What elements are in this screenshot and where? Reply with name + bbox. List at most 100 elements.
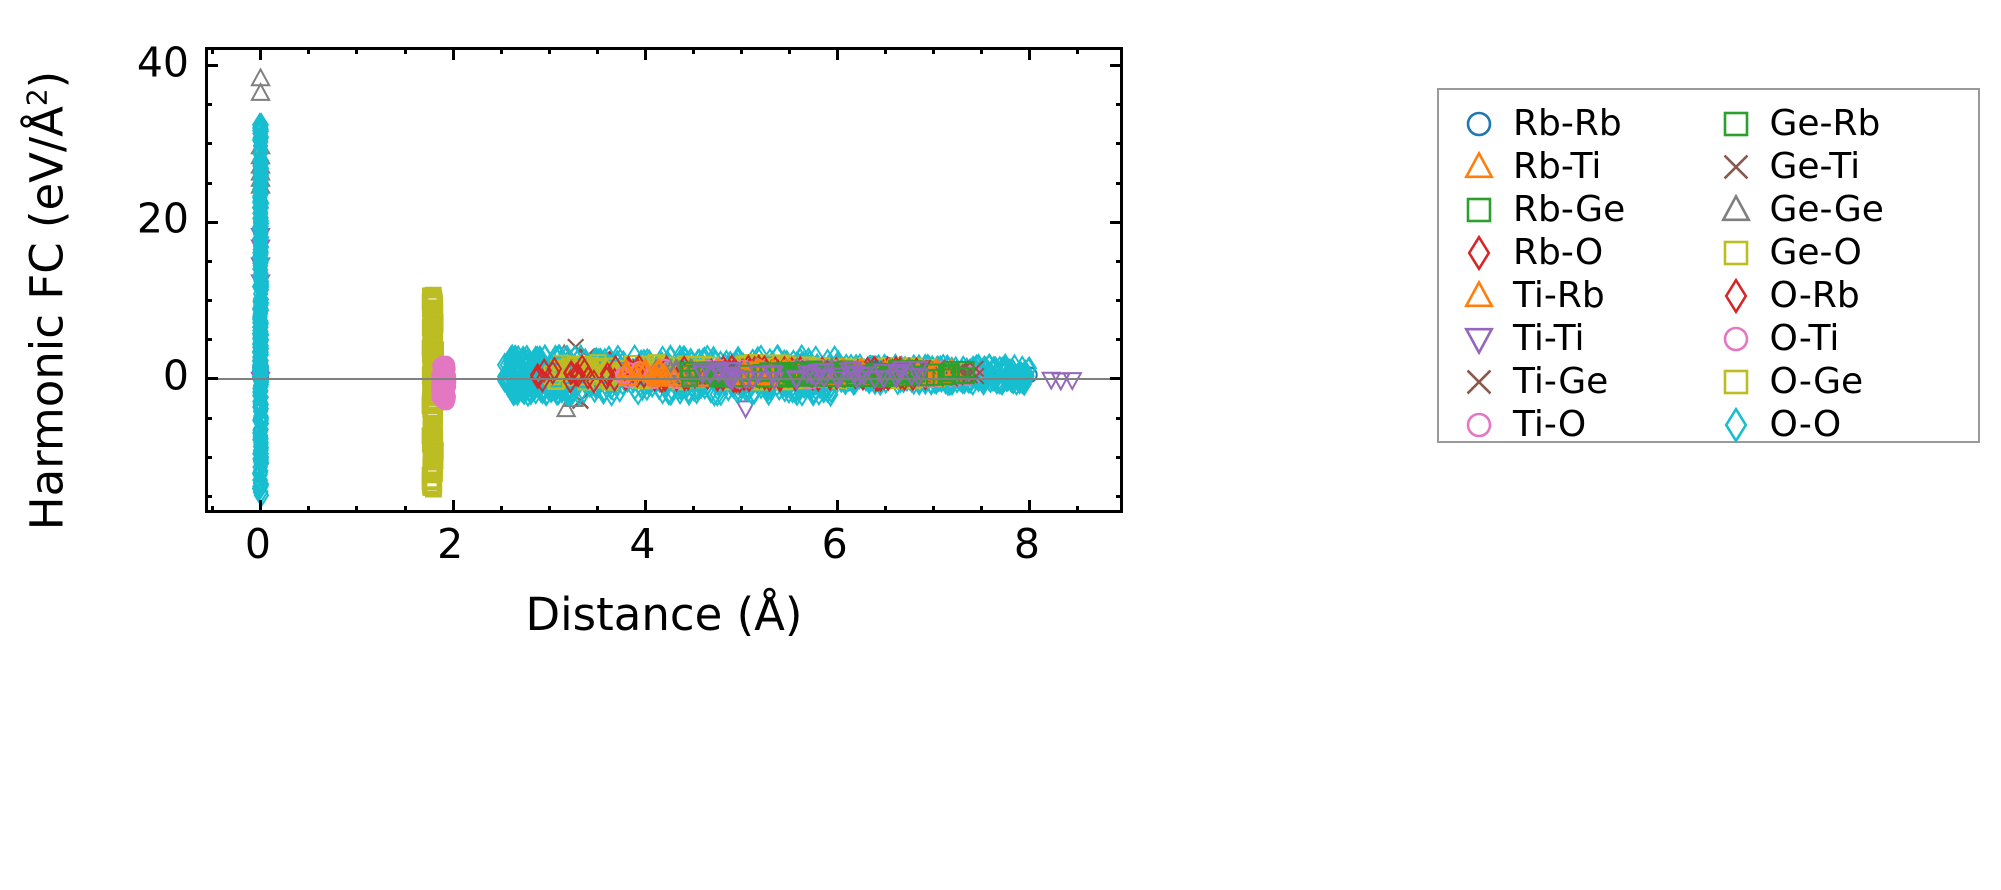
x-tick-top-minor <box>1076 50 1080 54</box>
legend-item-ge-ge[interactable]: Ge-Ge <box>1716 188 1969 231</box>
circle-icon <box>1716 319 1756 359</box>
y-tick-right-minor <box>1116 181 1120 185</box>
legend-item-rb-ti[interactable]: Rb-Ti <box>1459 145 1712 188</box>
y-axis-label: Harmonic FC (eV/Å2) <box>21 68 74 534</box>
legend-item-ge-o[interactable]: Ge-O <box>1716 231 1969 274</box>
x-tick-major <box>643 500 647 510</box>
y-tick-minor <box>208 103 212 107</box>
legend-item-ge-rb[interactable]: Ge-Rb <box>1716 102 1969 145</box>
x-tick-major <box>1028 500 1032 510</box>
legend-item-o-ti[interactable]: O-Ti <box>1716 317 1969 360</box>
x-tick-label: 0 <box>244 520 271 568</box>
x-tick-label: 4 <box>629 520 656 568</box>
legend-label: Ti-Ge <box>1513 360 1609 402</box>
square-icon <box>1716 233 1756 273</box>
x-tick-minor <box>547 506 551 510</box>
y-tick-right-minor <box>1116 455 1120 459</box>
legend-label: Ti-Ti <box>1513 317 1585 359</box>
zero-reference-line <box>208 377 1120 380</box>
x-tick-top-minor <box>788 50 792 54</box>
x-tick-minor <box>1076 506 1080 510</box>
legend-label: Ge-Ti <box>1769 145 1861 187</box>
x-tick-top-minor <box>211 50 215 54</box>
series-o-o-cluster <box>251 112 270 508</box>
legend-item-ti-ti[interactable]: Ti-Ti <box>1459 317 1712 360</box>
x-axis-label: Distance (Å) <box>525 588 803 641</box>
x-tick-minor <box>403 506 407 510</box>
x-tick-minor <box>980 506 984 510</box>
y-tick-minor <box>208 338 212 342</box>
legend-label: Ge-Rb <box>1769 102 1881 144</box>
circle-icon <box>1459 104 1499 144</box>
square-icon <box>1716 104 1756 144</box>
y-tick-minor <box>208 259 212 263</box>
legend-label: Rb-Rb <box>1513 102 1622 144</box>
y-tick-minor <box>208 299 212 303</box>
x-tick-top-minor <box>932 50 936 54</box>
x-tick-top-minor <box>884 50 888 54</box>
x-tick-minor <box>884 506 888 510</box>
y-tick-right-minor <box>1116 142 1120 146</box>
series-ti-o-cluster <box>431 357 455 408</box>
legend: Rb-Rb Ge-Rb Rb-Ti Ge-Ti Rb-Ge Ge-Ge Rb-O Ge-O Ti… <box>1437 88 1980 443</box>
y-tick-right-minor <box>1116 259 1120 263</box>
y-tick-right-major <box>1110 220 1120 224</box>
x-tick-top-minor <box>403 50 407 54</box>
triangle-down-icon <box>1459 319 1499 359</box>
scatter-data-layer <box>250 67 1083 508</box>
diamond-icon <box>1459 233 1499 273</box>
x-tick-label: 8 <box>1013 520 1040 568</box>
y-axis-label-close: ) <box>20 70 74 89</box>
y-tick-label: 40 <box>136 38 189 87</box>
legend-item-rb-o[interactable]: Rb-O <box>1459 231 1712 274</box>
y-tick-label: 0 <box>162 351 189 400</box>
legend-label: O-Ti <box>1769 317 1840 359</box>
legend-item-ge-ti[interactable]: Ge-Ti <box>1716 145 1969 188</box>
legend-item-o-ge[interactable]: O-Ge <box>1716 360 1969 403</box>
y-tick-right-major <box>1110 377 1120 381</box>
x-tick-minor <box>307 506 311 510</box>
y-axis-label-exponent: 2 <box>20 88 54 107</box>
y-axis-label-text: Harmonic FC (eV/Å <box>20 106 74 531</box>
y-tick-major <box>208 377 218 381</box>
legend-item-ti-rb[interactable]: Ti-Rb <box>1459 274 1712 317</box>
x-tick-minor <box>691 506 695 510</box>
legend-item-rb-ge[interactable]: Rb-Ge <box>1459 188 1712 231</box>
cross-icon <box>1459 362 1499 402</box>
y-tick-right-minor <box>1116 338 1120 342</box>
legend-item-o-rb[interactable]: O-Rb <box>1716 274 1969 317</box>
y-tick-right-minor <box>1116 494 1120 498</box>
y-tick-right-minor <box>1116 103 1120 107</box>
y-tick-label: 20 <box>136 194 189 243</box>
legend-label: O-Rb <box>1769 274 1860 316</box>
y-tick-major <box>208 64 218 68</box>
legend-label: Ge-Ge <box>1769 188 1884 230</box>
x-tick-label: 2 <box>437 520 464 568</box>
x-tick-major <box>836 500 840 510</box>
plot-area <box>205 47 1123 513</box>
legend-item-rb-rb[interactable]: Rb-Rb <box>1459 102 1712 145</box>
square-icon <box>1716 362 1756 402</box>
y-tick-major <box>208 220 218 224</box>
triangle-icon <box>1716 190 1756 230</box>
x-tick-top-major <box>643 50 647 60</box>
x-tick-top-major <box>836 50 840 60</box>
x-tick-top-minor <box>980 50 984 54</box>
series-o-o <box>252 114 1033 505</box>
y-tick-minor <box>208 181 212 185</box>
x-tick-top-minor <box>307 50 311 54</box>
legend-item-ti-o[interactable]: Ti-O <box>1459 403 1712 446</box>
triangle-icon <box>1459 276 1499 316</box>
x-tick-top-minor <box>739 50 743 54</box>
triangle-icon <box>1459 147 1499 187</box>
x-tick-top-major <box>451 50 455 60</box>
legend-label: Ge-O <box>1769 231 1862 273</box>
x-tick-top-major <box>1028 50 1032 60</box>
legend-item-ti-ge[interactable]: Ti-Ge <box>1459 360 1712 403</box>
x-tick-minor <box>355 506 359 510</box>
x-tick-top-major <box>259 50 263 60</box>
legend-item-o-o[interactable]: O-O <box>1716 403 1969 446</box>
x-tick-minor <box>499 506 503 510</box>
legend-label: Rb-O <box>1513 231 1604 273</box>
